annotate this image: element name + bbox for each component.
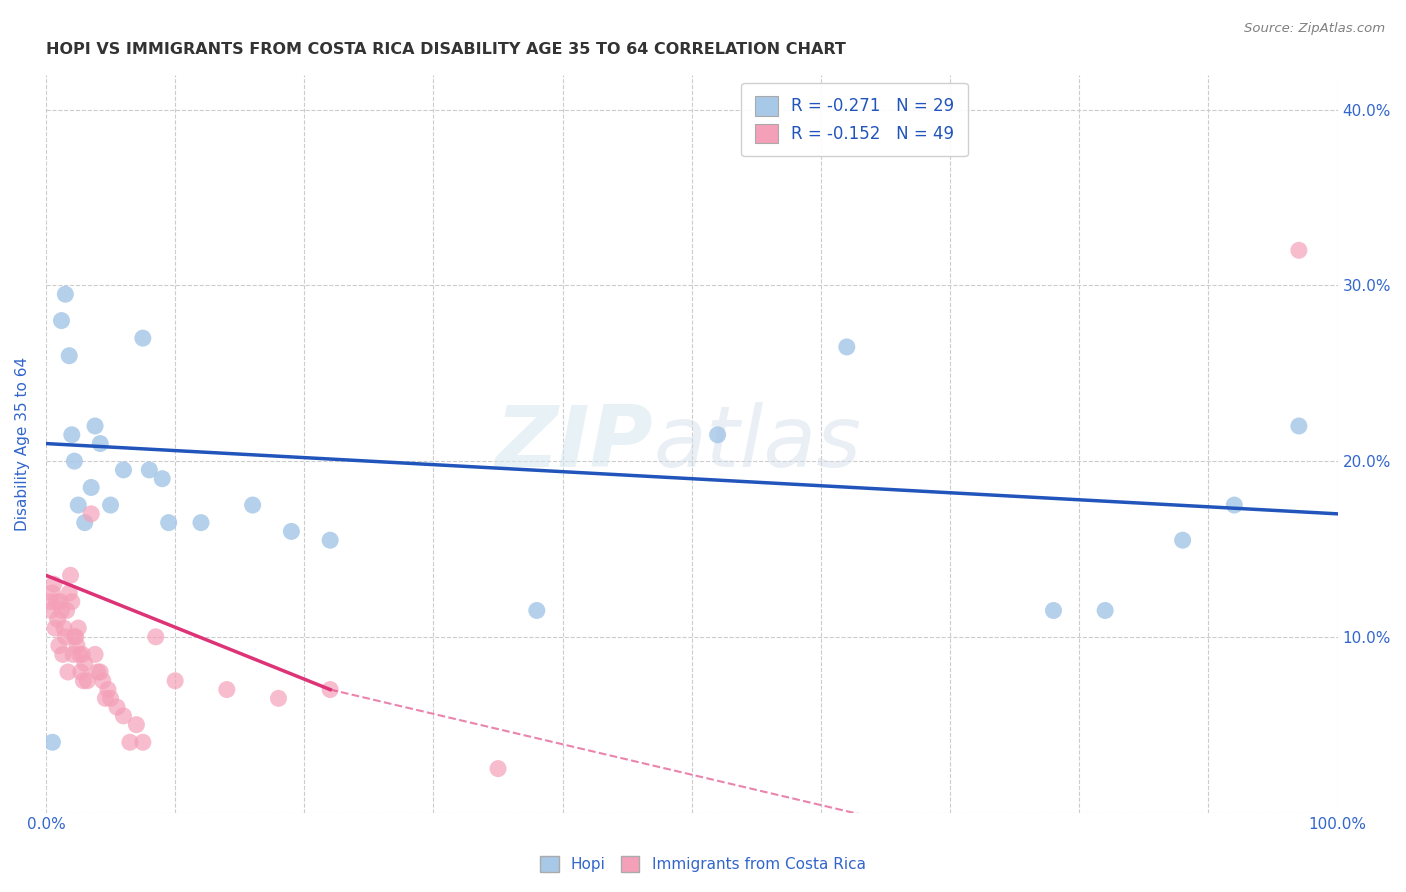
Point bbox=[73, 516, 96, 530]
Point bbox=[46, 612, 69, 626]
Point bbox=[132, 331, 155, 345]
Point bbox=[105, 700, 128, 714]
Point bbox=[1288, 419, 1310, 434]
Point bbox=[51, 603, 73, 617]
Point bbox=[100, 498, 122, 512]
Point bbox=[69, 648, 91, 662]
Point bbox=[60, 427, 83, 442]
Point bbox=[267, 691, 290, 706]
Point bbox=[165, 673, 187, 688]
Point bbox=[42, 577, 65, 591]
Point bbox=[280, 524, 302, 539]
Point bbox=[89, 436, 111, 450]
Point bbox=[52, 648, 75, 662]
Point bbox=[84, 648, 107, 662]
Point bbox=[138, 463, 160, 477]
Point bbox=[72, 673, 94, 688]
Point bbox=[41, 735, 63, 749]
Point bbox=[53, 287, 76, 301]
Point bbox=[80, 507, 103, 521]
Point bbox=[44, 621, 66, 635]
Legend: Hopi, Immigrants from Costa Rica: Hopi, Immigrants from Costa Rica bbox=[533, 848, 873, 880]
Point bbox=[59, 568, 82, 582]
Point bbox=[94, 691, 117, 706]
Point bbox=[60, 595, 83, 609]
Point bbox=[319, 533, 342, 548]
Point bbox=[55, 603, 77, 617]
Point bbox=[56, 665, 79, 679]
Point bbox=[86, 665, 108, 679]
Point bbox=[70, 665, 93, 679]
Point bbox=[62, 648, 84, 662]
Point bbox=[242, 498, 264, 512]
Point bbox=[49, 595, 72, 609]
Text: Source: ZipAtlas.com: Source: ZipAtlas.com bbox=[1244, 22, 1385, 36]
Point bbox=[45, 595, 67, 609]
Point bbox=[486, 762, 509, 776]
Text: atlas: atlas bbox=[652, 402, 860, 485]
Point bbox=[150, 472, 173, 486]
Point bbox=[39, 603, 62, 617]
Point bbox=[125, 717, 148, 731]
Point bbox=[91, 673, 114, 688]
Point bbox=[1171, 533, 1194, 548]
Point bbox=[157, 516, 180, 530]
Point bbox=[80, 481, 103, 495]
Text: ZIP: ZIP bbox=[495, 402, 652, 485]
Point bbox=[67, 498, 90, 512]
Point bbox=[51, 313, 73, 327]
Point bbox=[84, 419, 107, 434]
Point bbox=[145, 630, 167, 644]
Point bbox=[526, 603, 548, 617]
Point bbox=[66, 639, 89, 653]
Point bbox=[58, 586, 80, 600]
Point bbox=[48, 639, 70, 653]
Y-axis label: Disability Age 35 to 64: Disability Age 35 to 64 bbox=[15, 357, 30, 531]
Point bbox=[190, 516, 212, 530]
Point bbox=[63, 454, 86, 468]
Point bbox=[118, 735, 141, 749]
Point bbox=[67, 621, 90, 635]
Point bbox=[319, 682, 342, 697]
Text: HOPI VS IMMIGRANTS FROM COSTA RICA DISABILITY AGE 35 TO 64 CORRELATION CHART: HOPI VS IMMIGRANTS FROM COSTA RICA DISAB… bbox=[46, 42, 846, 57]
Point bbox=[215, 682, 238, 697]
Point bbox=[1042, 603, 1064, 617]
Point bbox=[38, 595, 60, 609]
Point bbox=[53, 630, 76, 644]
Point bbox=[132, 735, 155, 749]
Point bbox=[70, 648, 93, 662]
Point bbox=[112, 463, 135, 477]
Point bbox=[65, 630, 87, 644]
Point bbox=[100, 691, 122, 706]
Point bbox=[63, 630, 86, 644]
Point bbox=[76, 673, 98, 688]
Point bbox=[97, 682, 120, 697]
Point bbox=[1094, 603, 1116, 617]
Point bbox=[53, 621, 76, 635]
Point bbox=[1288, 244, 1310, 258]
Point bbox=[58, 349, 80, 363]
Point bbox=[112, 709, 135, 723]
Point bbox=[706, 427, 728, 442]
Legend: R = -0.271   N = 29, R = -0.152   N = 49: R = -0.271 N = 29, R = -0.152 N = 49 bbox=[741, 83, 967, 156]
Point bbox=[835, 340, 858, 354]
Point bbox=[41, 586, 63, 600]
Point bbox=[73, 656, 96, 670]
Point bbox=[1223, 498, 1246, 512]
Point bbox=[89, 665, 111, 679]
